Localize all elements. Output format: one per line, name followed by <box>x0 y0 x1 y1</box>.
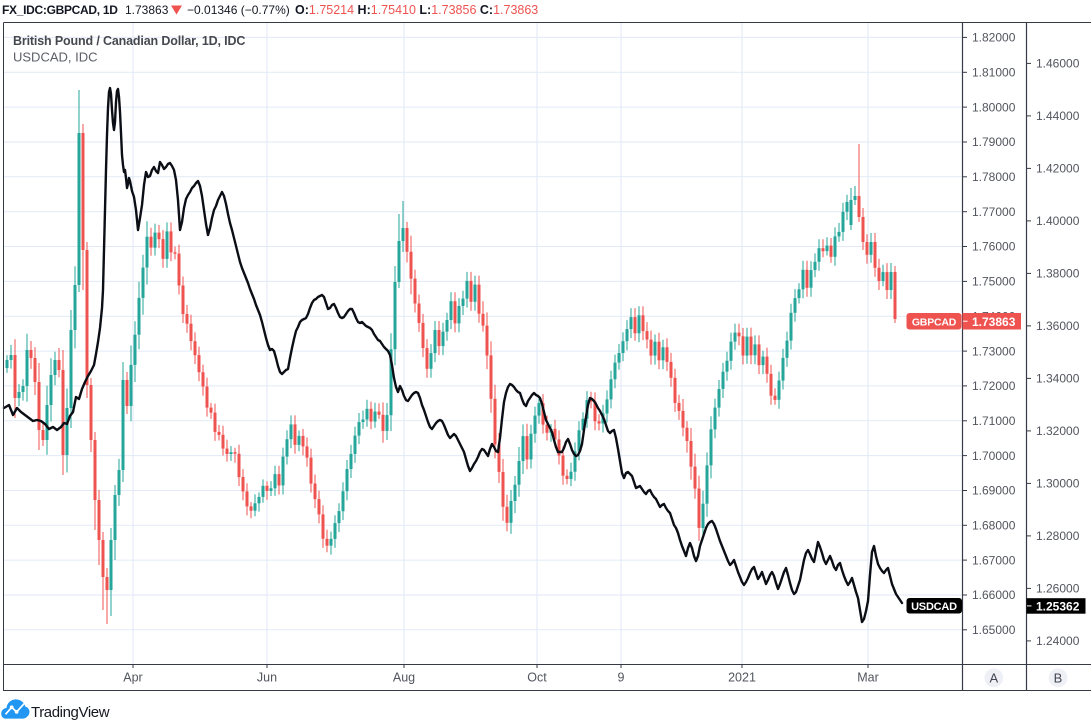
svg-text:USDCAD: USDCAD <box>911 601 957 613</box>
svg-text:1.44000: 1.44000 <box>1036 109 1080 123</box>
svg-text:Aug: Aug <box>393 671 415 685</box>
svg-text:USDCAD, IDC: USDCAD, IDC <box>13 50 98 65</box>
svg-text:1.30000: 1.30000 <box>1036 477 1080 491</box>
svg-text:9: 9 <box>618 671 625 685</box>
svg-text:1.28000: 1.28000 <box>1036 529 1080 543</box>
svg-text:1.67000: 1.67000 <box>972 553 1016 567</box>
svg-text:1.76000: 1.76000 <box>972 240 1016 254</box>
svg-text:1.68000: 1.68000 <box>972 519 1016 533</box>
svg-text:Jun: Jun <box>257 671 277 685</box>
svg-text:GBPCAD: GBPCAD <box>912 317 957 329</box>
svg-text:1.73863: 1.73863 <box>125 3 169 17</box>
svg-text:1.73863: 1.73863 <box>972 315 1016 329</box>
svg-text:−0.01346 (−0.77%): −0.01346 (−0.77%) <box>187 3 290 17</box>
svg-text:1.82000: 1.82000 <box>972 31 1016 45</box>
svg-text:B: B <box>1054 670 1063 685</box>
svg-text:TradingView: TradingView <box>31 704 110 721</box>
svg-text:1.73000: 1.73000 <box>972 344 1016 358</box>
svg-text:A: A <box>989 670 998 685</box>
svg-text:1.69000: 1.69000 <box>972 484 1016 498</box>
svg-text:1.78000: 1.78000 <box>972 170 1016 184</box>
svg-text:1.71000: 1.71000 <box>972 414 1016 428</box>
svg-text:1.46000: 1.46000 <box>1036 57 1080 71</box>
svg-text:British Pound / Canadian Dolla: British Pound / Canadian Dollar, 1D, IDC <box>13 34 245 48</box>
svg-text:1.81000: 1.81000 <box>972 66 1016 80</box>
svg-text:1.66000: 1.66000 <box>972 588 1016 602</box>
svg-text:FX_IDC:GBPCAD, 1D: FX_IDC:GBPCAD, 1D <box>2 3 118 17</box>
svg-text:2021: 2021 <box>728 671 756 685</box>
svg-text:Mar: Mar <box>857 671 879 685</box>
svg-text:1.65000: 1.65000 <box>972 623 1016 637</box>
svg-text:1.80000: 1.80000 <box>972 100 1016 114</box>
svg-text:1.79000: 1.79000 <box>972 135 1016 149</box>
svg-text:1.32000: 1.32000 <box>1036 424 1080 438</box>
svg-text:1.77000: 1.77000 <box>972 205 1016 219</box>
svg-text:O:1.75214 H:1.75410 L:1.73856: O:1.75214 H:1.75410 L:1.73856 C:1.73863 <box>295 3 538 17</box>
svg-text:1.42000: 1.42000 <box>1036 162 1080 176</box>
svg-text:1.72000: 1.72000 <box>972 379 1016 393</box>
svg-text:1.34000: 1.34000 <box>1036 372 1080 386</box>
svg-text:1.36000: 1.36000 <box>1036 319 1080 333</box>
svg-text:1.70000: 1.70000 <box>972 449 1016 463</box>
svg-text:1.25362: 1.25362 <box>1036 599 1080 613</box>
svg-text:Apr: Apr <box>123 671 142 685</box>
svg-text:1.40000: 1.40000 <box>1036 214 1080 228</box>
svg-text:1.24000: 1.24000 <box>1036 634 1080 648</box>
svg-text:1.75000: 1.75000 <box>972 275 1016 289</box>
svg-text:1.26000: 1.26000 <box>1036 582 1080 596</box>
svg-text:Oct: Oct <box>527 671 547 685</box>
svg-text:1.38000: 1.38000 <box>1036 267 1080 281</box>
